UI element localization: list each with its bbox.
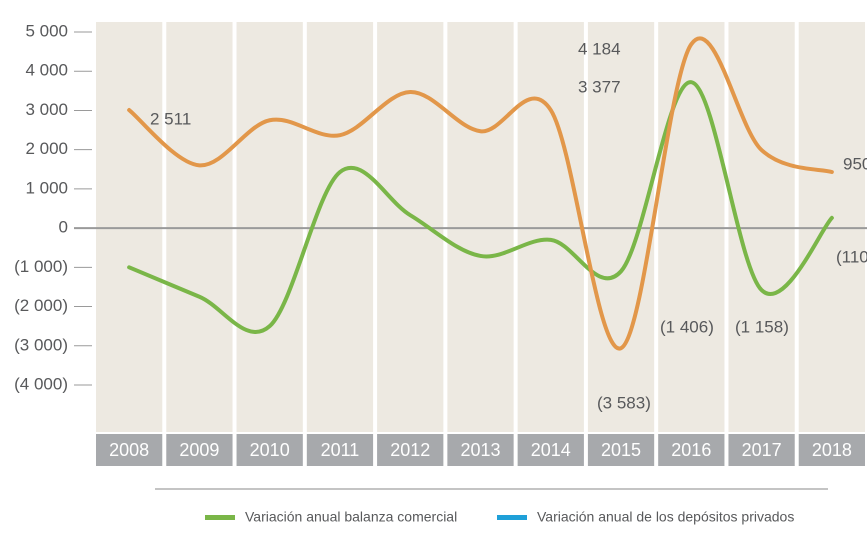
annotation: 4 184 bbox=[578, 39, 621, 58]
year-band bbox=[517, 22, 584, 432]
legend-label: Variación anual de los depósitos privado… bbox=[537, 509, 794, 525]
x-tick-label: 2014 bbox=[531, 440, 571, 460]
year-box bbox=[587, 434, 655, 466]
y-tick-label: 4 000 bbox=[25, 61, 68, 80]
y-tick-label: 5 000 bbox=[25, 21, 68, 40]
y-tick-label: 3 000 bbox=[25, 100, 68, 119]
annotation: (110) bbox=[836, 247, 867, 266]
x-tick-label: 2018 bbox=[812, 440, 852, 460]
year-band bbox=[587, 22, 655, 432]
year-box bbox=[96, 434, 163, 466]
annotation: (1 406) bbox=[660, 317, 714, 336]
year-box bbox=[798, 434, 865, 466]
x-tick-label: 2009 bbox=[179, 440, 219, 460]
y-tick-label: 1 000 bbox=[25, 178, 68, 197]
year-box bbox=[166, 434, 233, 466]
x-tick-label: 2008 bbox=[109, 440, 149, 460]
annotation: 2 511 bbox=[150, 109, 191, 128]
y-tick-label: 0 bbox=[59, 218, 68, 237]
y-tick-label: 2 000 bbox=[25, 139, 68, 158]
year-band bbox=[166, 22, 233, 432]
year-band bbox=[658, 22, 725, 432]
year-box bbox=[728, 434, 795, 466]
x-tick-label: 2011 bbox=[321, 440, 360, 460]
legend-swatch bbox=[497, 515, 527, 520]
year-band bbox=[798, 22, 865, 432]
year-box bbox=[658, 434, 725, 466]
x-tick-label: 2013 bbox=[460, 440, 500, 460]
year-band bbox=[96, 22, 163, 432]
y-tick-label: (2 000) bbox=[14, 296, 68, 315]
series-line bbox=[127, 80, 834, 334]
series-line bbox=[127, 36, 834, 351]
year-box bbox=[236, 434, 303, 466]
y-tick-label: (3 000) bbox=[14, 335, 68, 354]
x-tick-label: 2015 bbox=[601, 440, 641, 460]
legend-label: Variación anual balanza comercial bbox=[245, 509, 457, 525]
x-tick-label: 2012 bbox=[390, 440, 430, 460]
year-box bbox=[517, 434, 584, 466]
x-tick-label: 2010 bbox=[250, 440, 290, 460]
year-band bbox=[377, 22, 444, 432]
y-tick-label: (1 000) bbox=[14, 257, 68, 276]
y-tick-label: (4 000) bbox=[14, 374, 68, 393]
year-box bbox=[377, 434, 444, 466]
legend-swatch bbox=[205, 515, 235, 520]
annotation: (3 583) bbox=[597, 393, 651, 412]
annotation: 3 377 bbox=[578, 77, 621, 96]
annotation: (1 158) bbox=[735, 317, 789, 336]
x-tick-label: 2017 bbox=[742, 440, 782, 460]
year-box bbox=[447, 434, 514, 466]
year-band bbox=[447, 22, 514, 432]
year-band bbox=[306, 22, 374, 432]
x-tick-label: 2016 bbox=[671, 440, 711, 460]
year-band bbox=[236, 22, 303, 432]
year-box bbox=[306, 434, 374, 466]
annotation: 950 bbox=[843, 154, 867, 173]
